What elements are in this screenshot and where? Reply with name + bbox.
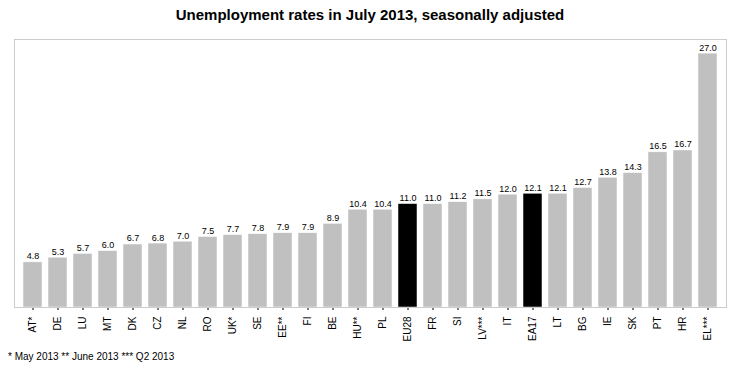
- svg-text:12.0: 12.0: [499, 184, 517, 194]
- svg-text:13.8: 13.8: [599, 167, 617, 177]
- svg-text:PL: PL: [377, 316, 388, 329]
- svg-text:PT: PT: [652, 317, 663, 330]
- svg-text:SI: SI: [452, 317, 463, 326]
- svg-text:UK*: UK*: [227, 316, 238, 334]
- svg-text:7.8: 7.8: [252, 223, 265, 233]
- svg-text:7.9: 7.9: [277, 222, 290, 232]
- svg-text:16.7: 16.7: [674, 139, 692, 149]
- svg-text:EE**: EE**: [277, 316, 288, 337]
- svg-text:11.0: 11.0: [400, 193, 417, 203]
- svg-text:7.7: 7.7: [227, 224, 240, 234]
- svg-text:EL***: EL***: [702, 316, 713, 340]
- svg-text:LT: LT: [552, 317, 563, 328]
- svg-text:5.3: 5.3: [52, 247, 65, 257]
- svg-text:FI: FI: [302, 317, 313, 326]
- svg-text:EU28: EU28: [402, 316, 413, 341]
- svg-text:SE: SE: [252, 316, 263, 330]
- svg-text:CZ: CZ: [152, 317, 163, 330]
- svg-text:HU**: HU**: [352, 316, 363, 338]
- html-text:* May 2013 ** June 2013 *** Q2: * May 2013 ** June 2013 *** Q2 2013: [8, 351, 175, 362]
- svg-text:FR: FR: [427, 317, 438, 330]
- svg-text:4.8: 4.8: [27, 251, 40, 261]
- svg-text:8.9: 8.9: [327, 213, 340, 223]
- svg-text:14.3: 14.3: [624, 162, 642, 172]
- svg-text:11.2: 11.2: [450, 191, 467, 201]
- svg-text:6.7: 6.7: [127, 233, 140, 243]
- svg-text:IE: IE: [602, 316, 613, 326]
- svg-text:AT*: AT*: [27, 316, 38, 332]
- svg-text:7.5: 7.5: [202, 226, 215, 236]
- svg-text:DE: DE: [52, 316, 63, 330]
- svg-text:11.5: 11.5: [475, 188, 492, 198]
- svg-text:BE: BE: [327, 316, 338, 330]
- svg-text:EA17: EA17: [527, 316, 538, 341]
- svg-text:LV***: LV***: [477, 316, 488, 339]
- svg-text:16.5: 16.5: [649, 141, 667, 151]
- svg-text:12.1: 12.1: [549, 183, 567, 193]
- svg-text:RO: RO: [202, 316, 213, 331]
- svg-text:6.0: 6.0: [102, 240, 115, 250]
- svg-text:IT: IT: [502, 317, 513, 326]
- svg-text:7.0: 7.0: [177, 231, 190, 241]
- svg-text:11.0: 11.0: [425, 193, 442, 203]
- svg-text:7.9: 7.9: [302, 222, 315, 232]
- svg-text:12.7: 12.7: [574, 177, 592, 187]
- svg-text:12.1: 12.1: [524, 183, 542, 193]
- html-text:Unemployment rates in July 201: Unemployment rates in July 2013, seasona…: [175, 6, 565, 23]
- svg-text:HR: HR: [677, 317, 688, 331]
- svg-text:LU: LU: [77, 317, 88, 330]
- svg-text:MT: MT: [102, 317, 113, 331]
- svg-text:6.8: 6.8: [152, 233, 165, 243]
- svg-text:5.7: 5.7: [77, 243, 90, 253]
- svg-text:10.4: 10.4: [349, 199, 367, 209]
- svg-text:DK: DK: [127, 316, 138, 330]
- svg-text:SK: SK: [627, 316, 638, 330]
- svg-text:BG: BG: [577, 316, 588, 331]
- svg-text:27.0: 27.0: [699, 43, 717, 53]
- svg-text:NL: NL: [177, 316, 188, 329]
- svg-text:10.4: 10.4: [374, 199, 392, 209]
